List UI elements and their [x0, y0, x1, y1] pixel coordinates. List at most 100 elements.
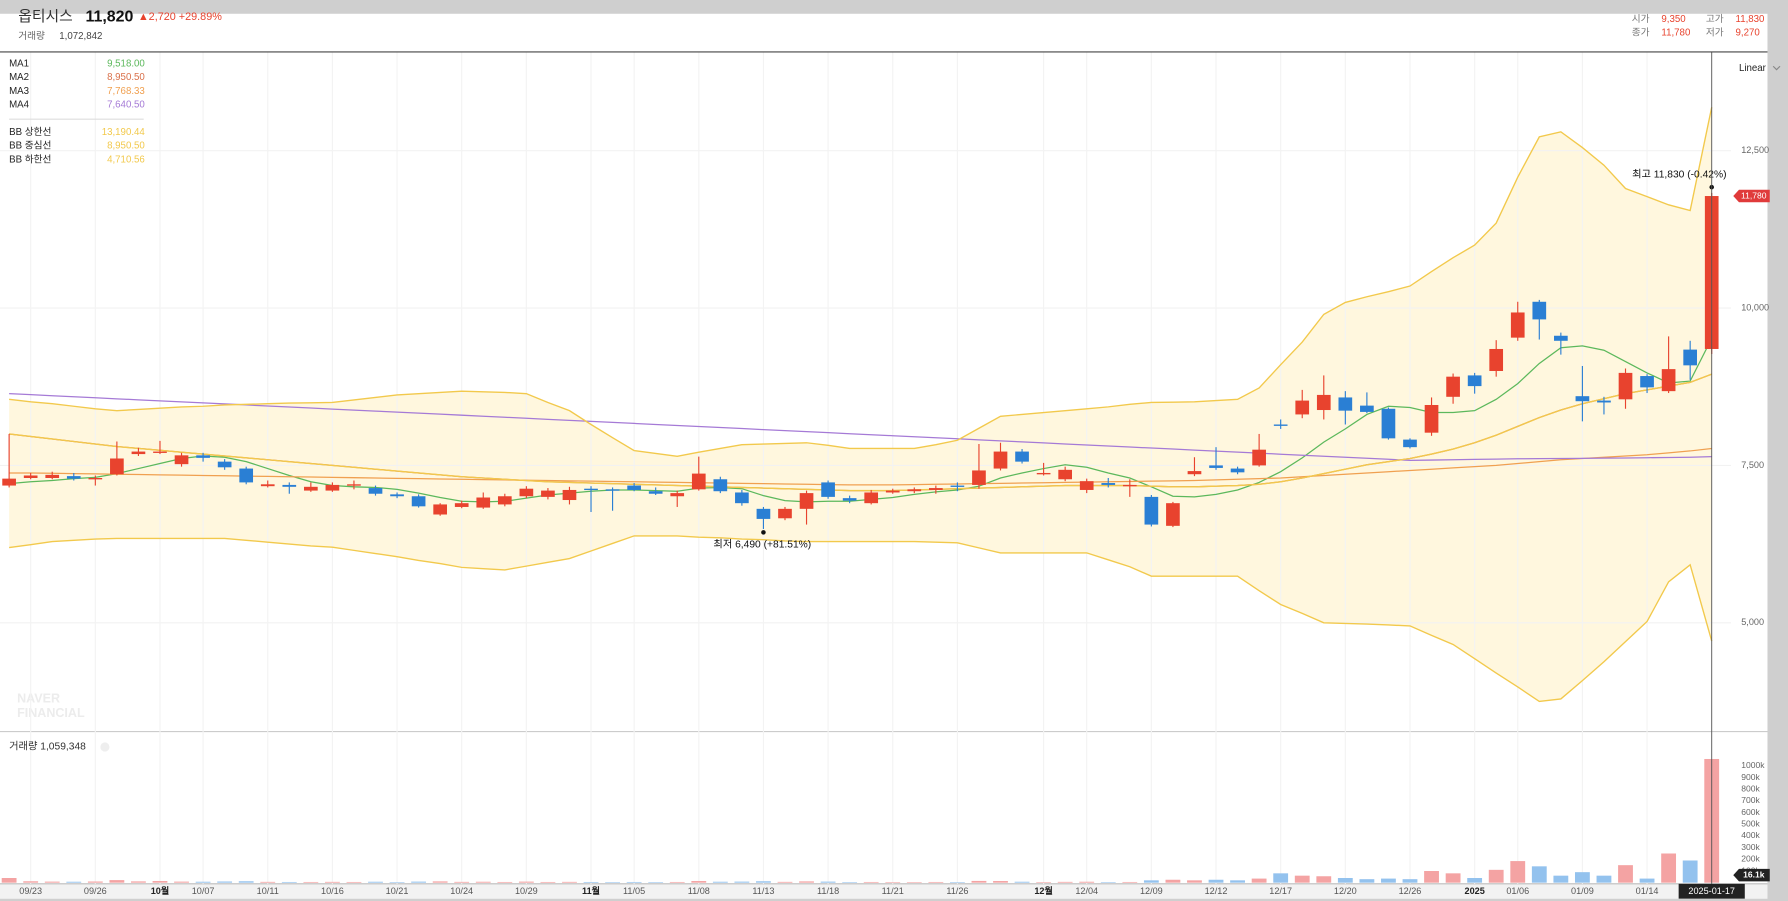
- volume-bar: [669, 881, 685, 883]
- quote-label: 저가: [1706, 27, 1724, 39]
- quote-value: 11,780: [1661, 28, 1691, 39]
- candle-body: [1187, 471, 1202, 475]
- candle-body: [1640, 376, 1654, 388]
- volume-bar: [1294, 875, 1310, 883]
- volume-tick-label: 700k: [1741, 795, 1760, 805]
- x-tick-label: 09/23: [19, 886, 42, 896]
- volume-bar: [1337, 878, 1353, 883]
- x-tick-label: 01/14: [1636, 886, 1659, 896]
- candle-body: [45, 474, 60, 479]
- candle-body: [1661, 369, 1676, 392]
- candle-body: [368, 488, 383, 494]
- volume-bar: [756, 881, 771, 883]
- candle-body: [627, 485, 641, 490]
- candle-body: [821, 482, 835, 497]
- volume-bar: [1, 878, 17, 883]
- series-line: [9, 447, 1712, 486]
- volume-bar: [1100, 882, 1116, 883]
- legend-name: MA2: [9, 72, 29, 83]
- candle-body: [1273, 424, 1288, 426]
- candle-body: [950, 485, 965, 487]
- volume-bar: [368, 881, 383, 883]
- x-tick-label: 11/21: [882, 886, 904, 896]
- candle-body: [562, 489, 577, 501]
- candle-body: [260, 484, 275, 487]
- legend-value: 7,640.50: [107, 100, 145, 111]
- volume-bar: [1316, 876, 1332, 883]
- volume-bar: [1618, 865, 1633, 883]
- volume-bar: [1639, 878, 1655, 883]
- candle-body: [1597, 400, 1611, 403]
- volume-tick-label: 400k: [1741, 830, 1760, 840]
- y-tick-label: 10,000: [1741, 302, 1769, 312]
- x-tick-label: 10/16: [321, 886, 344, 896]
- price-tag: [1733, 189, 1770, 203]
- volume-bar: [605, 882, 620, 883]
- x-tick-label: 11/08: [688, 886, 710, 896]
- volume-tick-label: 200k: [1741, 854, 1760, 864]
- candle-body: [584, 488, 598, 491]
- candle-body: [541, 490, 555, 497]
- series-line: [9, 107, 1713, 457]
- y-tick-label: 7,500: [1741, 460, 1764, 470]
- volume-bar: [324, 881, 340, 883]
- volume-bar: [1381, 878, 1396, 883]
- volume-bar: [648, 882, 664, 883]
- candle-body: [1532, 301, 1547, 320]
- series-line: [9, 373, 1712, 492]
- volume-panel-label: 거래량 1,059,348: [9, 741, 86, 753]
- x-tick-label: 10/24: [450, 886, 473, 896]
- candle-body: [929, 488, 943, 490]
- x-tick-label: 12/09: [1140, 886, 1163, 896]
- volume-bar: [993, 881, 1008, 883]
- x-tick-label: 11/13: [752, 886, 774, 896]
- cursor-date: 2025-01-17: [1688, 886, 1735, 896]
- watermark: NAVER: [17, 691, 60, 705]
- candle-body: [1381, 408, 1396, 439]
- close-icon[interactable]: [100, 742, 110, 752]
- x-tick-label: 01/09: [1571, 886, 1594, 896]
- volume-bar: [799, 881, 814, 883]
- volume-bar: [1424, 870, 1439, 883]
- x-tick-label: 12/12: [1205, 886, 1228, 896]
- volume-bar: [949, 882, 965, 883]
- candle-body: [239, 468, 254, 483]
- volume-bar: [1208, 879, 1224, 883]
- volume-bar: [346, 881, 362, 883]
- x-tick-label: 10/07: [192, 886, 215, 896]
- stock-name: 옵티시스: [18, 8, 73, 25]
- candle-body: [131, 451, 146, 455]
- candle-body: [1575, 396, 1590, 402]
- scale-toggle[interactable]: Linear: [1739, 63, 1767, 74]
- candle-body: [605, 489, 620, 491]
- volume-bar: [712, 881, 728, 883]
- x-tick-label: 09/26: [84, 886, 107, 896]
- candle-body: [1510, 312, 1525, 338]
- volume-bar: [152, 881, 168, 883]
- candle-body: [1295, 400, 1310, 415]
- candle-body: [1252, 449, 1266, 466]
- volume-bar: [260, 881, 276, 883]
- volume-bar: [195, 881, 211, 883]
- x-tick-label: 10/21: [386, 886, 409, 896]
- volume-bar: [1230, 880, 1245, 883]
- candle-body: [972, 470, 986, 485]
- volume-bar: [1510, 861, 1526, 883]
- volume-bar: [497, 881, 513, 883]
- bb-fill: [9, 107, 1712, 702]
- candle-body: [1101, 483, 1116, 485]
- candle-body: [885, 490, 900, 493]
- candle-body: [1230, 468, 1245, 473]
- volume-tick-label: 300k: [1741, 842, 1760, 852]
- legend-name: BB 하한선: [9, 152, 51, 165]
- candle-body: [1144, 496, 1159, 525]
- x-axis-bar: [0, 883, 1768, 899]
- volume-bar: [583, 881, 599, 883]
- low-marker: [761, 530, 766, 535]
- x-tick-label: 11/05: [623, 886, 645, 896]
- scale-chevron[interactable]: [1772, 65, 1781, 71]
- candle-body: [325, 484, 340, 491]
- y-tick-label: 5,000: [1741, 617, 1764, 627]
- x-tick-label: 11/18: [817, 886, 839, 896]
